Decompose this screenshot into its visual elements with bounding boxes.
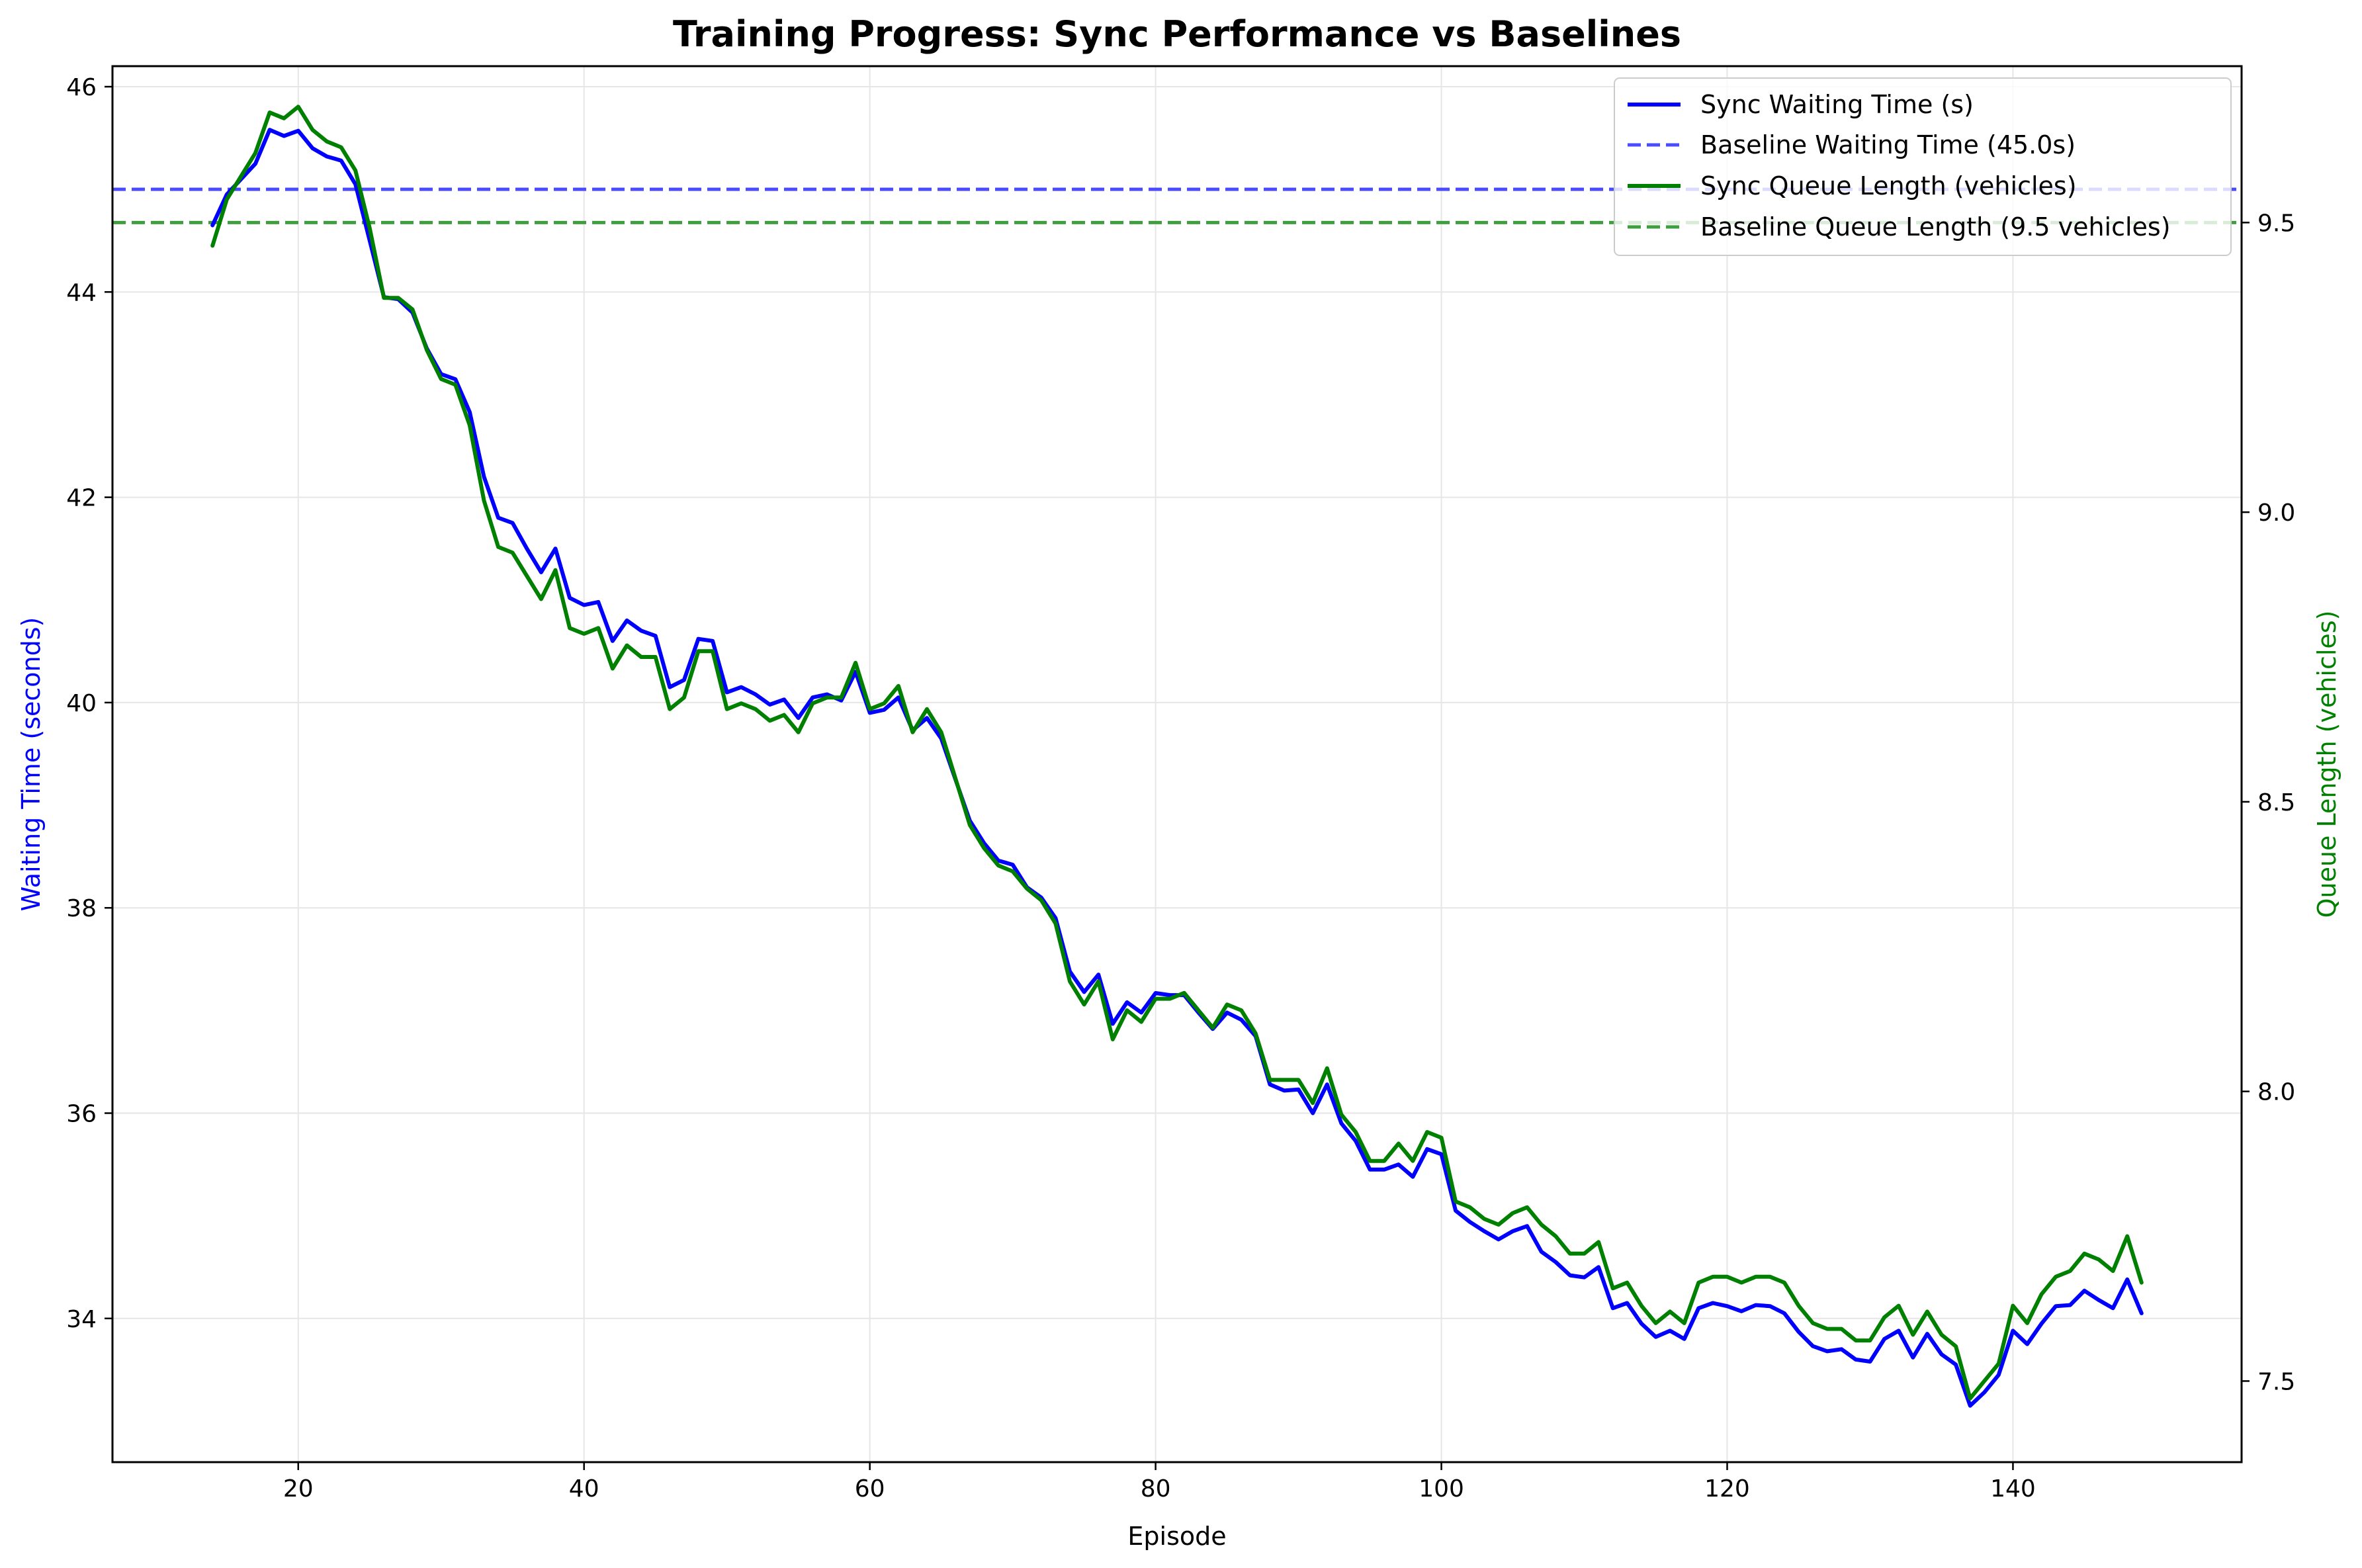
plot-frame [111, 65, 2243, 1463]
y-tick-label-left: 46 [66, 74, 97, 101]
y-tick-label-right: 8.0 [2257, 1079, 2295, 1106]
legend-label-baseline-queue: Baseline Queue Length (9.5 vehicles) [1700, 212, 2171, 241]
y-tick-label-left: 40 [66, 690, 97, 717]
legend: Sync Waiting Time (s) Baseline Waiting T… [1614, 77, 2232, 256]
y-tick-label-right: 9.5 [2257, 210, 2295, 237]
y-tick-label-right: 9.0 [2257, 500, 2295, 527]
x-axis-label: Episode [1127, 1522, 1226, 1551]
legend-label-sync-waiting: Sync Waiting Time (s) [1700, 90, 1974, 119]
series-line-sync-queue [210, 105, 2144, 1401]
x-tick-label: 100 [1419, 1475, 1464, 1503]
y-tick-label-right: 7.5 [2257, 1368, 2295, 1395]
x-tick-label: 20 [283, 1475, 314, 1503]
legend-box [1614, 77, 2232, 256]
x-tick-label: 60 [855, 1475, 885, 1503]
grid [112, 66, 2242, 1462]
legend-label-sync-queue: Sync Queue Length (vehicles) [1700, 171, 2077, 200]
x-tick-label: 120 [1704, 1475, 1750, 1503]
y-tick-label-left: 38 [66, 895, 97, 922]
legend-label-baseline-waiting: Baseline Waiting Time (45.0s) [1700, 130, 2076, 159]
y-tick-label-left: 44 [66, 279, 97, 306]
x-tick-label: 80 [1141, 1475, 1171, 1503]
y-axis-label-right: Queue Length (vehicles) [2312, 611, 2341, 918]
y-tick-label-right: 8.5 [2257, 789, 2295, 816]
y-tick-label-left: 34 [66, 1306, 97, 1333]
y-tick-label-left: 36 [66, 1101, 97, 1128]
x-tick-label: 40 [569, 1475, 599, 1503]
axes: 20 40 60 80 100 120 140 34 36 38 40 42 44 46 7.5 8.0 8.5… [66, 74, 2295, 1503]
x-tick-label: 140 [1990, 1475, 2036, 1503]
y-tick-label-left: 42 [66, 485, 97, 512]
y-axis-label-left: Waiting Time (seconds) [17, 617, 46, 912]
chart-title: Training Progress: Sync Performance vs B… [673, 13, 1681, 55]
